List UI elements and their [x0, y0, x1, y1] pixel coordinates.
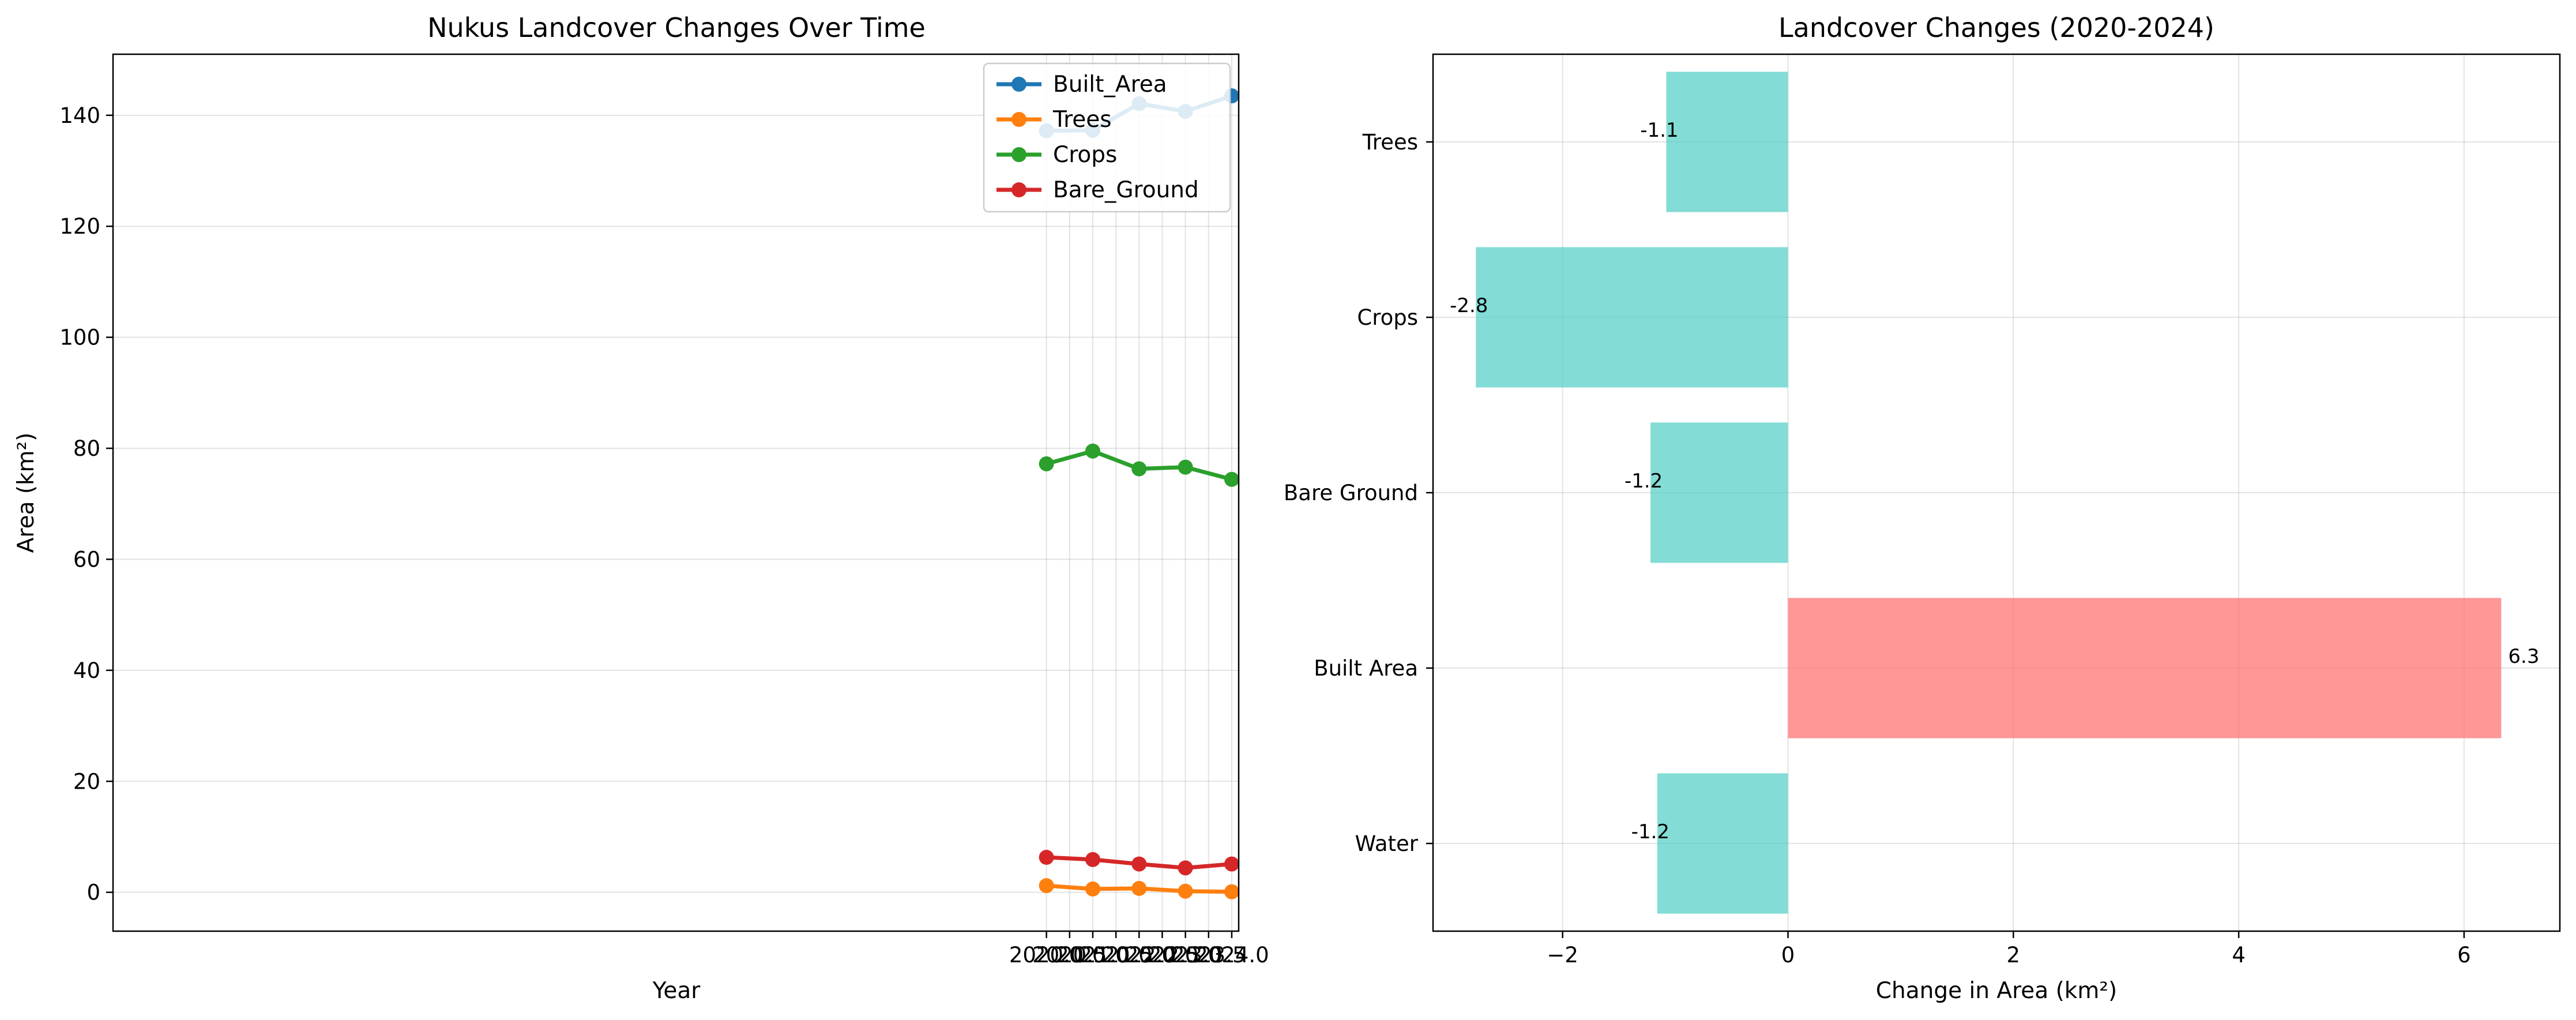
legend-label: Crops	[1053, 142, 1117, 168]
bar-chart-x-axis-label: Change in Area (km²)	[1876, 978, 2117, 1004]
data-point	[1178, 883, 1193, 899]
x-tick-label: 2022.0	[1102, 943, 1176, 967]
data-point	[1085, 881, 1100, 897]
bar-value-label: 6.3	[2508, 645, 2539, 668]
y-tick-label: 80	[73, 436, 100, 461]
legend-entry: Crops	[996, 142, 1117, 168]
line-chart-y-axis: 0 20 40 60 80 100 120 140	[59, 103, 113, 905]
legend-entry: Trees	[996, 107, 1112, 133]
x-tick-label: 2021.0	[1055, 943, 1130, 967]
data-point	[1131, 856, 1147, 872]
y-tick-label: Water	[1355, 831, 1419, 856]
x-tick-label: 2023.0	[1148, 943, 1223, 967]
x-tick-label: 2020.0	[1009, 943, 1084, 967]
x-tick-label: 2022.5	[1125, 943, 1199, 967]
y-tick-label: 140	[59, 103, 100, 128]
y-tick-label: Bare Ground	[1284, 481, 1418, 505]
x-tick-label: 2023.5	[1171, 943, 1246, 967]
bar-value-label: -2.8	[1450, 294, 1488, 317]
data-point	[1039, 456, 1054, 471]
line-chart-x-axis: 2020.02020.52021.02021.52022.02022.52023…	[1009, 931, 1269, 967]
x-tick-label: 0	[1781, 943, 1795, 967]
series-crops	[1039, 443, 1239, 487]
x-tick-label: 6	[2457, 943, 2471, 967]
bar-chart-grid	[1433, 54, 2560, 931]
y-tick-label: 0	[87, 880, 100, 905]
data-point	[1085, 443, 1100, 459]
x-tick-label: −2	[1547, 943, 1578, 967]
legend-entry: Built_Area	[996, 72, 1167, 97]
data-point	[1131, 880, 1147, 896]
y-tick-label: Trees	[1362, 130, 1418, 155]
bar-value-label: -1.1	[1640, 119, 1678, 142]
y-tick-label: 40	[73, 658, 100, 683]
bar-trees	[1666, 72, 1788, 212]
y-tick-label: 20	[73, 769, 100, 794]
data-point	[1178, 860, 1193, 876]
x-tick-label: 2021.5	[1078, 943, 1153, 967]
bar-value-label: -1.2	[1624, 470, 1663, 493]
line-chart-x-axis-label: Year	[652, 978, 701, 1004]
line-chart-title: Nukus Landcover Changes Over Time	[427, 12, 926, 43]
legend-marker	[1011, 77, 1026, 92]
data-point	[1039, 878, 1054, 894]
line-chart-frame	[112, 53, 1240, 932]
x-tick-label: 4	[2232, 943, 2246, 967]
legend-label: Bare_Ground	[1053, 177, 1199, 203]
line-chart-y-axis-label: Area (km²)	[13, 433, 39, 553]
bar-chart-title: Landcover Changes (2020-2024)	[1778, 12, 2214, 43]
bar-bare-ground	[1650, 422, 1788, 563]
data-point	[1224, 884, 1239, 899]
data-point	[1224, 856, 1239, 872]
bar-chart-x-axis: −2 0 2 4 6	[1547, 931, 2471, 967]
legend-marker	[1011, 182, 1026, 197]
bar-built-area	[1788, 598, 2502, 738]
bar-value-label: -1.2	[1631, 820, 1669, 843]
bar-chart-bars: -1.2 6.3 -1.2 -2.8 -1.1	[1450, 72, 2539, 914]
x-tick-label: 2024.0	[1194, 943, 1269, 967]
legend-label: Trees	[1052, 107, 1112, 133]
data-point	[1131, 461, 1147, 477]
data-point	[1039, 850, 1054, 865]
y-tick-label: Crops	[1357, 305, 1418, 330]
line-chart: Nukus Landcover Changes Over Time 2020.0…	[13, 12, 1269, 1004]
legend-label: Built_Area	[1053, 72, 1167, 97]
legend-marker	[1011, 112, 1026, 127]
series-bare-ground	[1039, 850, 1239, 876]
series-trees	[1039, 878, 1239, 899]
line-chart-legend: Built_Area Trees Crops Bare_Ground	[983, 62, 1231, 213]
legend-entry: Bare_Ground	[996, 177, 1199, 203]
data-point	[1224, 471, 1239, 487]
legend-marker	[1011, 147, 1026, 162]
bar-chart: Landcover Changes (2020-2024) -1.26.3-1.…	[1284, 12, 2561, 1004]
y-tick-label: Built Area	[1314, 656, 1418, 681]
y-tick-label: 120	[59, 214, 100, 239]
legend-box	[983, 62, 1231, 213]
data-point	[1085, 852, 1100, 867]
y-tick-label: 100	[59, 325, 100, 350]
x-tick-label: 2020.5	[1032, 943, 1107, 967]
y-tick-label: 60	[73, 547, 100, 572]
x-tick-label: 2	[2007, 943, 2021, 967]
bar-chart-y-axis: Water Built Area Bare Ground Crops Trees	[1284, 130, 1433, 856]
bar-water	[1657, 773, 1788, 914]
data-point	[1178, 459, 1193, 475]
bar-crops	[1476, 247, 1788, 388]
